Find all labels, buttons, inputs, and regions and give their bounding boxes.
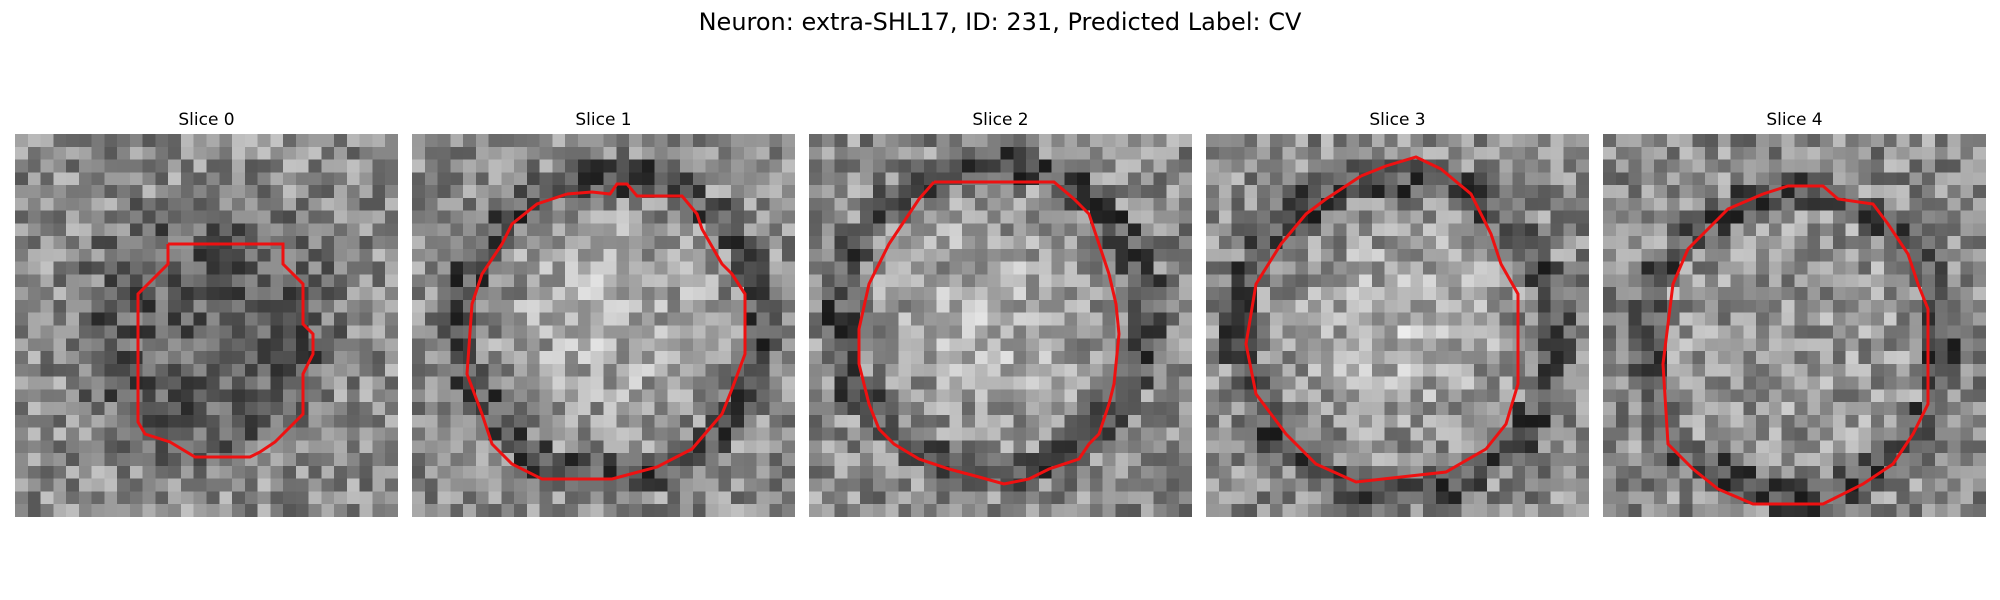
slice-title: Slice 2 (972, 110, 1029, 130)
slice-image (1603, 134, 1986, 517)
grayscale-pixel-grid (412, 134, 795, 517)
slice-title: Slice 4 (1766, 110, 1823, 130)
roi-outline (857, 180, 1121, 486)
roi-outline (136, 242, 315, 459)
roi-outline (465, 182, 747, 481)
grayscale-pixel-grid (809, 134, 1192, 517)
roi-outline (1244, 155, 1520, 484)
slice-image (15, 134, 398, 517)
slice-image (1206, 134, 1589, 517)
figure-title: Neuron: extra-SHL17, ID: 231, Predicted … (698, 8, 1302, 36)
slice-title: Slice 3 (1369, 110, 1426, 130)
slice-image (809, 134, 1192, 517)
slice-image (412, 134, 795, 517)
roi-outline (1661, 184, 1930, 506)
slice-title: Slice 1 (575, 110, 632, 130)
slice-title: Slice 0 (178, 110, 235, 130)
grayscale-pixel-grid (15, 134, 398, 517)
grayscale-pixel-grid (1206, 134, 1589, 517)
